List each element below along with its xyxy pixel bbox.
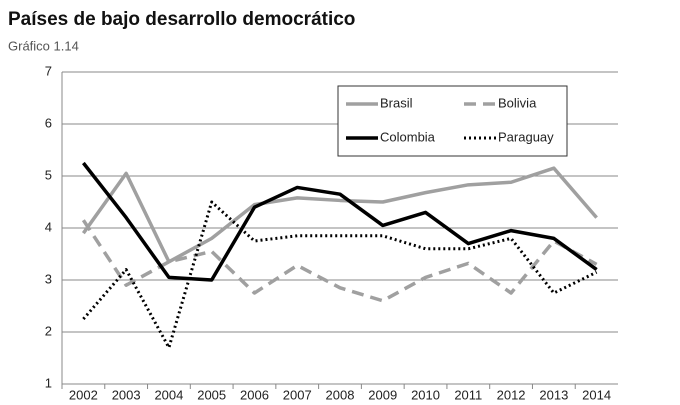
chart-title: Países de bajo desarrollo democrático: [8, 9, 355, 30]
legend-label: Brasil: [380, 95, 413, 110]
y-tick-label: 3: [45, 271, 52, 286]
x-tick-label: 2013: [539, 387, 568, 402]
legend-label: Bolivia: [498, 95, 537, 110]
x-tick-label: 2010: [411, 387, 440, 402]
y-tick-label: 2: [45, 323, 52, 338]
x-tick-label: 2004: [154, 387, 183, 402]
legend-label: Paraguay: [498, 129, 554, 144]
x-tick-label: 2014: [582, 387, 611, 402]
y-tick-label: 1: [45, 375, 52, 390]
series-line: [82, 200, 598, 350]
series-line: [81, 219, 598, 303]
x-tick-label: 2005: [197, 387, 226, 402]
legend-box: [337, 85, 568, 157]
y-tick-label: 5: [45, 167, 52, 182]
legend-label: Colombia: [380, 129, 436, 144]
x-tick-label: 2009: [368, 387, 397, 402]
x-tick-label: 2011: [454, 387, 482, 402]
chart-subtitle: Gráfico 1.14: [8, 38, 79, 53]
y-tick-label: 6: [45, 115, 52, 130]
y-tick-label: 7: [45, 63, 52, 78]
y-tick-label: 4: [45, 219, 52, 234]
x-tick-label: 2002: [69, 387, 98, 402]
x-tick-label: 2012: [497, 387, 526, 402]
x-tick-label: 2006: [240, 387, 269, 402]
x-tick-label: 2008: [326, 387, 355, 402]
series-line: [81, 166, 598, 264]
x-tick-label: 2003: [112, 387, 141, 402]
x-tick-label: 2007: [283, 387, 312, 402]
series-line: [82, 161, 598, 282]
